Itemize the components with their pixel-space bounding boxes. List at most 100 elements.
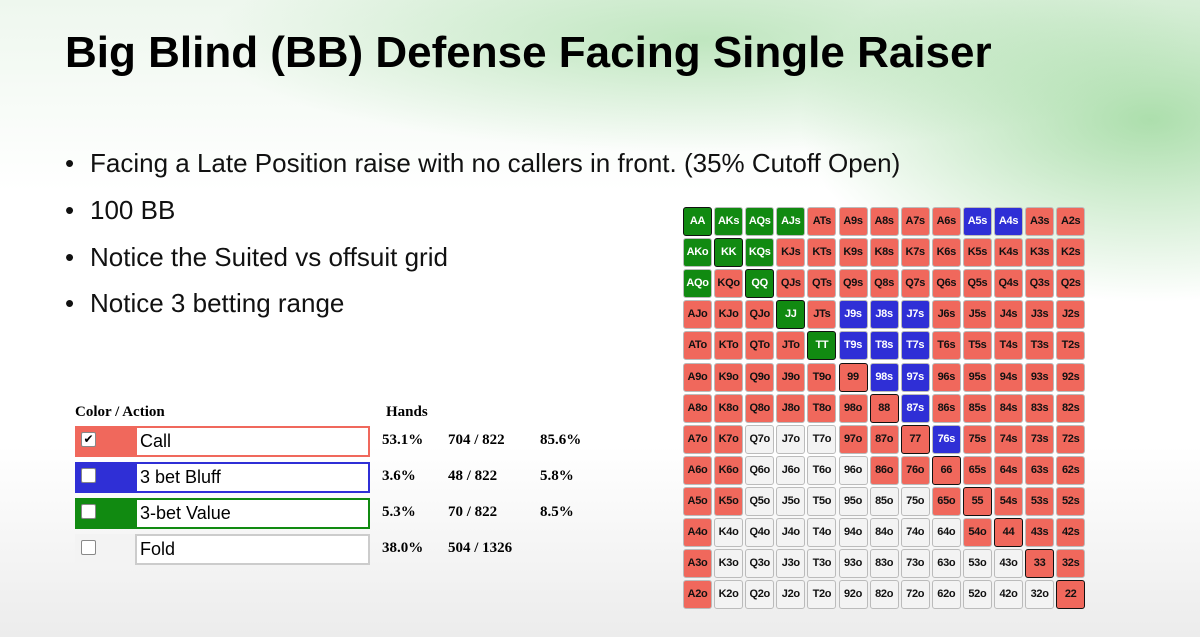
hand-cell: 63o [931, 549, 961, 579]
legend-row: Fold 38.0% 504 / 1326 [75, 534, 595, 566]
hand-count: 48 / 822 [448, 468, 498, 484]
hand-cell: 82o [869, 580, 899, 610]
hand-cell: A7o [683, 424, 712, 454]
hand-cell: 92s [1056, 362, 1086, 392]
hand-cell: KJs [776, 238, 806, 268]
hand-cell: J3o [776, 549, 806, 579]
hand-cell: TT [807, 331, 837, 361]
hand-cell: K2s [1056, 238, 1086, 268]
hand-cell: KTo [714, 331, 744, 361]
legend-header: Hands [386, 404, 428, 420]
bullet-text: Notice the Suited vs offsuit grid [90, 242, 448, 272]
hand-cell: AQo [683, 269, 712, 299]
hand-cell: T4o [807, 518, 837, 547]
hand-cell: T5s [962, 331, 992, 361]
hand-cell: 85s [962, 393, 992, 423]
hand-cell: A2o [683, 580, 712, 610]
hand-cell: 73o [900, 549, 930, 579]
hand-cell: 93o [838, 549, 868, 579]
slide-title: Big Blind (BB) Defense Facing Single Rai… [65, 28, 992, 77]
hand-cell: 94o [838, 518, 868, 547]
bullet-text: 100 BB [90, 195, 176, 225]
hand-cell: 52s [1056, 486, 1086, 516]
hand-cell: QTs [807, 269, 837, 299]
hand-cell: J9s [838, 300, 868, 330]
hand-cell: K3s [1025, 238, 1055, 268]
checkbox[interactable] [81, 468, 96, 483]
bullet-text: Facing a Late Position raise with no cal… [90, 148, 901, 178]
hand-grid: AA AKs AQs AJs ATs A9s A8s A7s A6s A5s A4s A3s A2s AK… [683, 207, 1087, 611]
hand-cell: 76o [900, 455, 930, 485]
hand-cell: 54o [962, 518, 992, 547]
hand-count: 704 / 822 [448, 432, 505, 448]
legend-row: 3-bet Value 5.3% 70 / 822 8.5% [75, 498, 595, 530]
hand-cell: 52o [962, 580, 992, 610]
hand-cell: J4o [776, 518, 806, 547]
hand-cell: QQ [745, 269, 775, 299]
hand-cell: K4s [994, 238, 1023, 268]
hand-cell: K8s [869, 238, 899, 268]
hand-cell: T3s [1025, 331, 1055, 361]
hand-cell: K9s [838, 238, 868, 268]
hand-cell: A7s [900, 207, 930, 236]
hand-cell: Q6s [931, 269, 961, 299]
hand-cell: A6o [683, 455, 712, 485]
action-label: Call [135, 426, 370, 457]
checkbox[interactable] [81, 504, 96, 519]
range-share: 8.5% [540, 504, 574, 520]
hand-cell: 93s [1025, 362, 1055, 392]
bullet-item: • 100 BB [65, 195, 175, 226]
hand-cell: A3o [683, 549, 712, 579]
hand-cell: J2o [776, 580, 806, 610]
hand-cell: QTo [745, 331, 775, 361]
hand-cell: T9s [838, 331, 868, 361]
hand-cell: K5o [714, 486, 744, 516]
hand-cell: KJo [714, 300, 744, 330]
hand-cell: A5o [683, 486, 712, 516]
hand-cell: T9o [807, 362, 837, 392]
hand-cell: A8o [683, 393, 712, 423]
hand-cell: J5o [776, 486, 806, 516]
hand-cell: 42s [1056, 518, 1086, 547]
hand-cell: J4s [994, 300, 1023, 330]
hand-cell: K3o [714, 549, 744, 579]
checkbox[interactable] [81, 540, 96, 555]
hand-cell: QJo [745, 300, 775, 330]
hand-cell: 53o [962, 549, 992, 579]
hand-cell: Q8s [869, 269, 899, 299]
hand-cell: KQo [714, 269, 744, 299]
hand-cell: 86s [931, 393, 961, 423]
hand-cell: J2s [1056, 300, 1086, 330]
hand-cell: 98s [869, 362, 899, 392]
hand-cell: 87o [869, 424, 899, 454]
hand-cell: K2o [714, 580, 744, 610]
hand-cell: Q3o [745, 549, 775, 579]
hand-cell: A6s [931, 207, 961, 236]
hand-cell: 76s [931, 424, 961, 454]
bullet-text: Notice 3 betting range [90, 288, 345, 318]
hand-cell: 99 [838, 362, 868, 392]
hand-cell: 43o [994, 549, 1023, 579]
checkbox[interactable]: ✔ [81, 432, 96, 447]
bullet-dot: • [65, 195, 75, 225]
hand-cell: J3s [1025, 300, 1055, 330]
hand-cell: AKs [714, 207, 744, 236]
hand-percent: 5.3% [382, 504, 416, 520]
hand-cell: KQs [745, 238, 775, 268]
hand-cell: A5s [962, 207, 992, 236]
hand-cell: ATs [807, 207, 837, 236]
hand-cell: 74o [900, 518, 930, 547]
hand-cell: 84o [869, 518, 899, 547]
hand-cell: 85o [869, 486, 899, 516]
hand-percent: 3.6% [382, 468, 416, 484]
hand-cell: 32o [1025, 580, 1055, 610]
hand-cell: K7s [900, 238, 930, 268]
hand-cell: K8o [714, 393, 744, 423]
hand-cell: AKo [683, 238, 712, 268]
hand-cell: K5s [962, 238, 992, 268]
hand-cell: J8o [776, 393, 806, 423]
hand-cell: K6s [931, 238, 961, 268]
bullet-item: • Notice 3 betting range [65, 288, 344, 319]
hand-cell: 84s [994, 393, 1023, 423]
